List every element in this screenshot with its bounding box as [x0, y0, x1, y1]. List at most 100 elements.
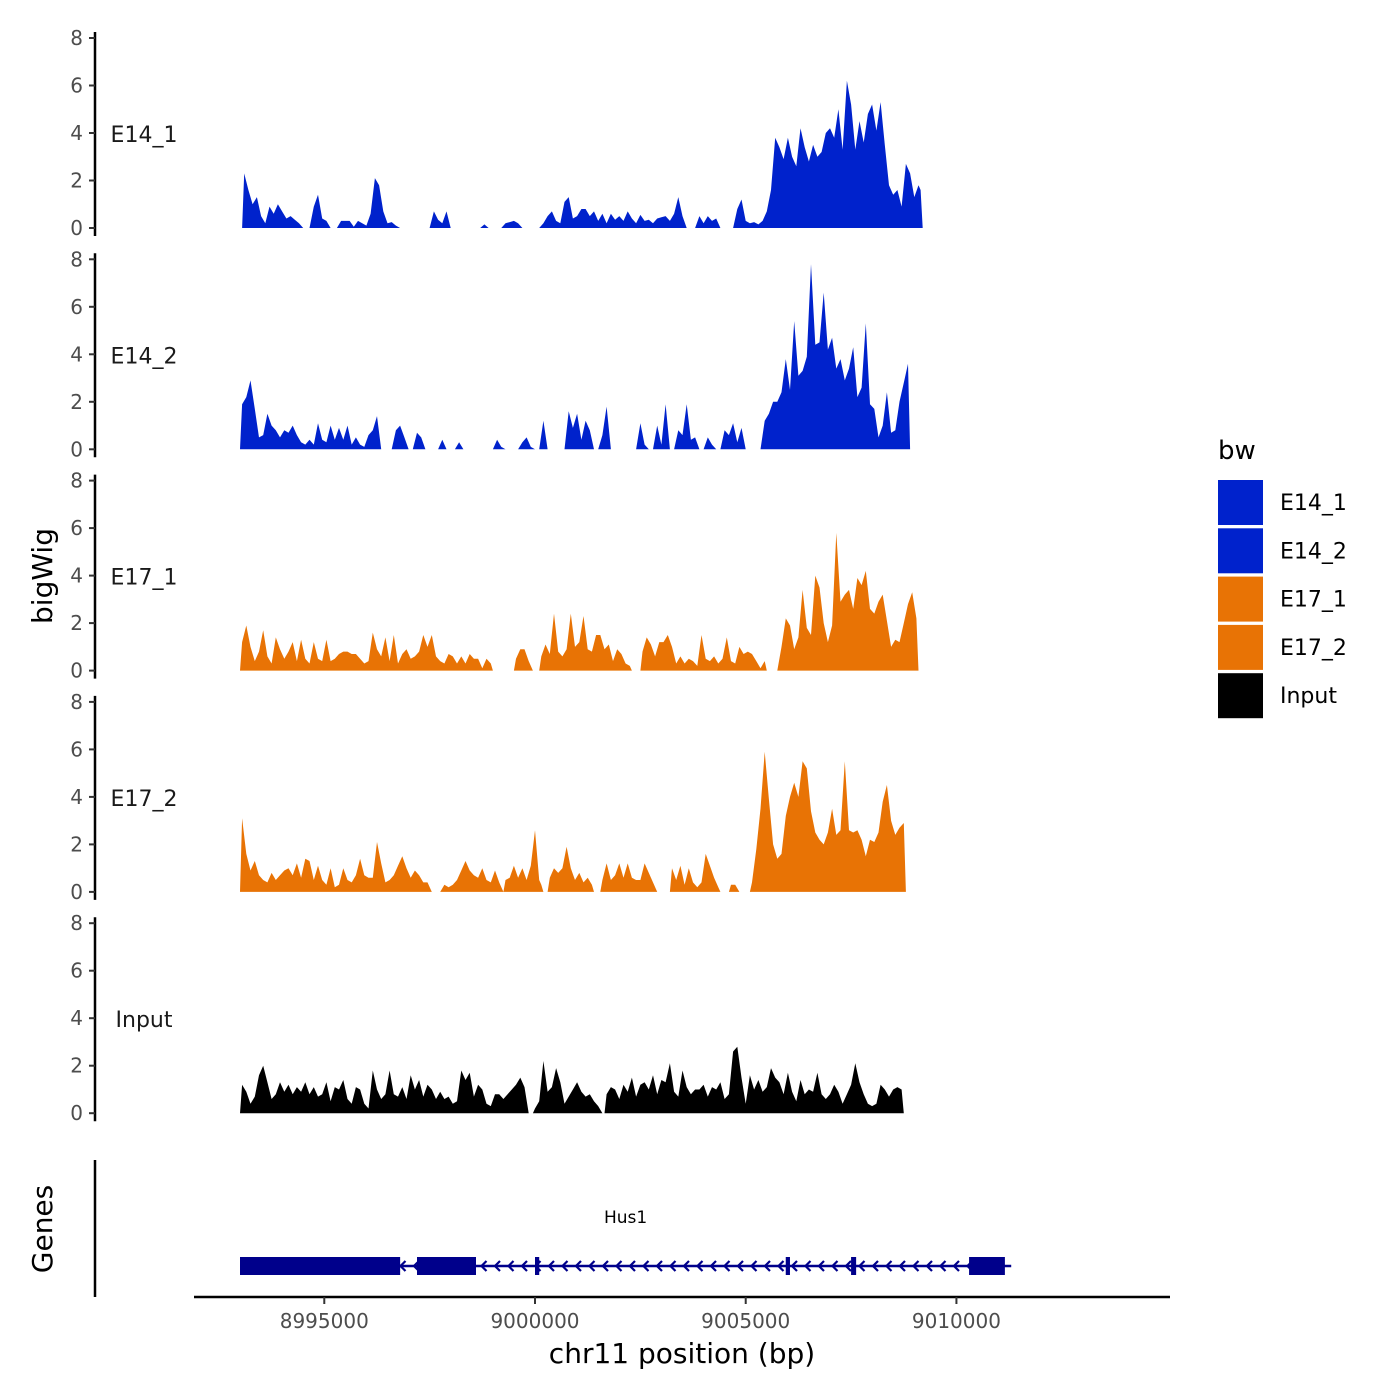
y-tick-label-e17-1-4: 4 [70, 564, 83, 588]
strand-arrow-36 [736, 1260, 744, 1272]
y-tick-label-input-2: 2 [70, 1054, 83, 1078]
track-input: 0 2 4 6 8 Input [70, 911, 904, 1125]
track-label-e14-2: E14_2 [111, 344, 178, 369]
strand-arrow-40 [790, 1260, 798, 1272]
strand-arrow-52 [952, 1260, 960, 1272]
x-tick-label-9000000: 9000000 [490, 1309, 579, 1333]
strand-arrow-17 [479, 1260, 488, 1272]
strand-arrow-22 [547, 1260, 555, 1272]
strand-arrow-23 [560, 1260, 569, 1272]
y-tick-label-input-4: 4 [70, 1006, 83, 1030]
x-tick-label-9010000: 9010000 [912, 1309, 1001, 1333]
strand-arrow-11 [398, 1260, 407, 1272]
strand-arrow-38 [763, 1260, 771, 1272]
strand-arrow-42 [817, 1260, 825, 1272]
strand-arrow-32 [682, 1260, 690, 1272]
y-tick-label-e17-1-2: 2 [70, 611, 83, 635]
strand-arrow-29 [641, 1260, 650, 1272]
strand-arrow-19 [506, 1260, 515, 1272]
strand-arrow-31 [668, 1260, 677, 1272]
y-tick-label-e17-2-8: 8 [70, 690, 83, 714]
track-e17-1: 0 2 4 6 8 E17_1 [70, 469, 919, 683]
gene-exon-2 [417, 1257, 476, 1275]
strand-arrow-28 [628, 1260, 636, 1272]
legend-title: bw [1218, 436, 1256, 466]
strand-arrow-35 [722, 1260, 731, 1272]
legend-swatch-e17-2 [1218, 624, 1263, 670]
y-tick-label-e17-2-4: 4 [70, 785, 83, 809]
strand-arrow-26 [601, 1260, 609, 1272]
strand-arrow-41 [803, 1260, 812, 1272]
y-tick-label-e17-2-2: 2 [70, 832, 83, 856]
gene-label: Hus1 [604, 1208, 647, 1228]
track-label-e17-1: E17_1 [111, 566, 178, 591]
y-axis-title: bigWig [26, 528, 59, 624]
signal-area-e14-1 [242, 80, 923, 228]
genes-layer: Hus1 Genes [26, 1160, 1012, 1297]
y-tick-label-e14-1-2: 2 [70, 169, 83, 193]
strand-arrow-43 [830, 1260, 839, 1272]
strand-arrow-25 [587, 1260, 596, 1272]
legend-swatch-e14-1 [1218, 480, 1263, 525]
x-axis: chr11 position (bp) 8995000 9000000 900500… [194, 1295, 1170, 1370]
x-tick-label-9005000: 9005000 [701, 1309, 790, 1333]
track-e14-2: 0 2 4 6 8 E14_2 [70, 247, 911, 461]
signal-area-e17-2 [240, 751, 906, 892]
strand-arrow-49 [911, 1260, 920, 1272]
y-tick-label-input-8: 8 [70, 911, 83, 935]
strand-arrow-45 [857, 1260, 866, 1272]
strand-arrow-37 [749, 1260, 758, 1272]
gene-exon-4 [785, 1257, 790, 1275]
genes-title: Genes [26, 1185, 59, 1273]
strand-arrow-39 [776, 1260, 785, 1272]
y-tick-label-e17-2-0: 0 [70, 880, 83, 904]
strand-arrow-46 [871, 1260, 879, 1272]
strand-arrow-30 [655, 1260, 663, 1272]
gene-exon-5 [851, 1257, 857, 1275]
y-tick-label-input-6: 6 [70, 959, 83, 983]
gene-exon-1 [240, 1257, 401, 1275]
x-axis-title: chr11 position (bp) [549, 1337, 815, 1370]
strand-arrow-48 [898, 1260, 906, 1272]
y-tick-label-e14-2-4: 4 [70, 342, 83, 366]
y-tick-label-e14-1-4: 4 [70, 121, 83, 145]
legend-label-e14-1: E14_1 [1280, 491, 1347, 516]
legend-swatch-e14-2 [1218, 528, 1263, 574]
x-tick-label-8995000: 8995000 [280, 1309, 369, 1333]
strand-arrow-24 [574, 1260, 582, 1272]
y-tick-label-e14-1-8: 8 [70, 26, 83, 50]
gene-exon-6 [969, 1257, 1005, 1275]
track-e17-2: 0 2 4 6 8 E17_2 [70, 690, 906, 904]
legend-label-e17-1: E17_1 [1280, 588, 1347, 613]
y-tick-label-input-0: 0 [70, 1101, 83, 1125]
track-label-input: Input [116, 1008, 173, 1033]
signal-area-e14-2 [240, 264, 911, 450]
y-tick-label-e17-2-6: 6 [70, 737, 83, 761]
strand-arrow-20 [520, 1260, 528, 1272]
strand-arrow-18 [493, 1260, 501, 1272]
y-tick-label-e14-2-2: 2 [70, 390, 83, 414]
gene-exon-3 [535, 1257, 540, 1275]
signal-area-input [240, 1046, 904, 1114]
y-tick-label-e17-1-8: 8 [70, 469, 83, 493]
legend: bw E14_1 E14_2 E17_1 E17_2 Input [1218, 436, 1347, 719]
strand-arrow-47 [884, 1260, 893, 1272]
track-e14-1: 0 2 4 6 8 E14_1 [70, 26, 923, 240]
strand-arrow-33 [695, 1260, 704, 1272]
track-label-e17-2: E17_2 [111, 787, 178, 812]
legend-swatch-e17-1 [1218, 576, 1263, 622]
y-tick-label-e14-1-6: 6 [70, 74, 83, 98]
y-tick-label-e14-2-8: 8 [70, 247, 83, 271]
strand-arrow-34 [709, 1260, 717, 1272]
legend-label-e14-2: E14_2 [1280, 539, 1347, 564]
y-tick-label-e17-1-6: 6 [70, 516, 83, 540]
y-tick-label-e14-2-6: 6 [70, 295, 83, 319]
track-label-e14-1: E14_1 [111, 123, 178, 148]
y-tick-label-e17-1-0: 0 [70, 659, 83, 683]
signal-area-e17-1 [240, 532, 919, 671]
strand-arrow-51 [938, 1260, 947, 1272]
legend-swatch-input [1218, 673, 1263, 719]
tracks-layer: 0 2 4 6 8 E14_1 0 2 4 6 8 E14_2 0 2 4 6 8 E17_1 0 2 4 6 8 E17_2… [70, 26, 923, 1125]
strand-arrow-44 [844, 1260, 852, 1272]
